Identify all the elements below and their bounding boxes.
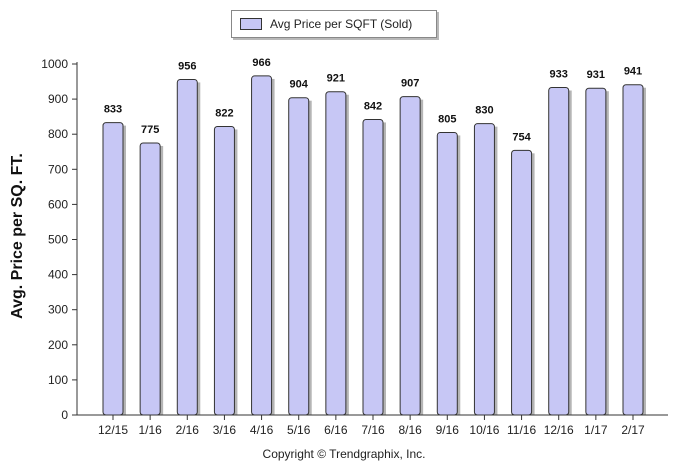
bar [436,131,458,416]
y-tick-label: 500 [48,233,68,247]
bar-value-label: 842 [364,100,382,112]
x-tick-label: 2/16 [176,423,200,437]
bar-value-label: 830 [475,105,493,117]
x-tick-label: 6/16 [324,423,348,437]
x-tick-label: 9/16 [436,423,460,437]
bar [102,122,124,416]
bar-value-label: 822 [215,107,233,119]
bar [325,91,347,416]
bar-value-label: 956 [178,60,196,72]
bar [622,84,644,416]
y-tick-label: 1000 [41,57,68,71]
bar-value-label: 933 [550,69,568,81]
x-tick-label: 12/16 [544,423,574,437]
y-tick-label: 600 [48,197,68,211]
bar-value-label: 931 [587,69,605,81]
x-tick-label: 4/16 [250,423,274,437]
x-tick-label: 10/16 [469,423,499,437]
bar-value-label: 904 [290,79,309,91]
x-tick-label: 7/16 [361,423,385,437]
bar [288,97,310,416]
bar [473,123,495,416]
y-tick-label: 100 [48,373,68,387]
y-tick-label: 300 [48,303,68,317]
bar-value-label: 775 [141,124,159,136]
y-tick-label: 400 [48,268,68,282]
legend-swatch [240,18,262,30]
bar [213,125,235,416]
y-tick-label: 900 [48,92,68,106]
legend: Avg Price per SQFT (Sold) [231,10,437,38]
x-tick-label: 5/16 [287,423,311,437]
x-tick-label: 2/17 [621,423,645,437]
bar [362,118,384,416]
y-axis-title: Avg. Price per SQ. FT. [9,153,26,319]
bar [139,142,161,416]
bar-value-label: 754 [512,131,531,143]
bar-value-label: 833 [104,104,122,116]
bar-value-label: 966 [252,57,270,69]
y-tick-label: 700 [48,162,68,176]
y-tick-label: 0 [61,408,68,422]
x-tick-label: 8/16 [398,423,422,437]
bar [585,87,607,416]
x-tick-label: 1/17 [584,423,608,437]
copyright-text: Copyright © Trendgraphix, Inc. [262,447,426,461]
y-tick-label: 200 [48,338,68,352]
bar-value-label: 907 [401,78,419,90]
bar-value-label: 941 [624,66,642,78]
bar [176,78,198,416]
bar [399,96,421,416]
bar [548,87,570,416]
x-tick-label: 11/16 [507,423,536,437]
bar-value-label: 805 [438,113,456,125]
legend-label: Avg Price per SQFT (Sold) [270,17,413,31]
bar [251,75,273,416]
x-tick-label: 1/16 [138,423,162,437]
bar [511,149,533,416]
x-tick-label: 12/15 [98,423,128,437]
x-tick-label: 3/16 [213,423,237,437]
bar-value-label: 921 [327,73,345,85]
y-tick-label: 800 [48,127,68,141]
